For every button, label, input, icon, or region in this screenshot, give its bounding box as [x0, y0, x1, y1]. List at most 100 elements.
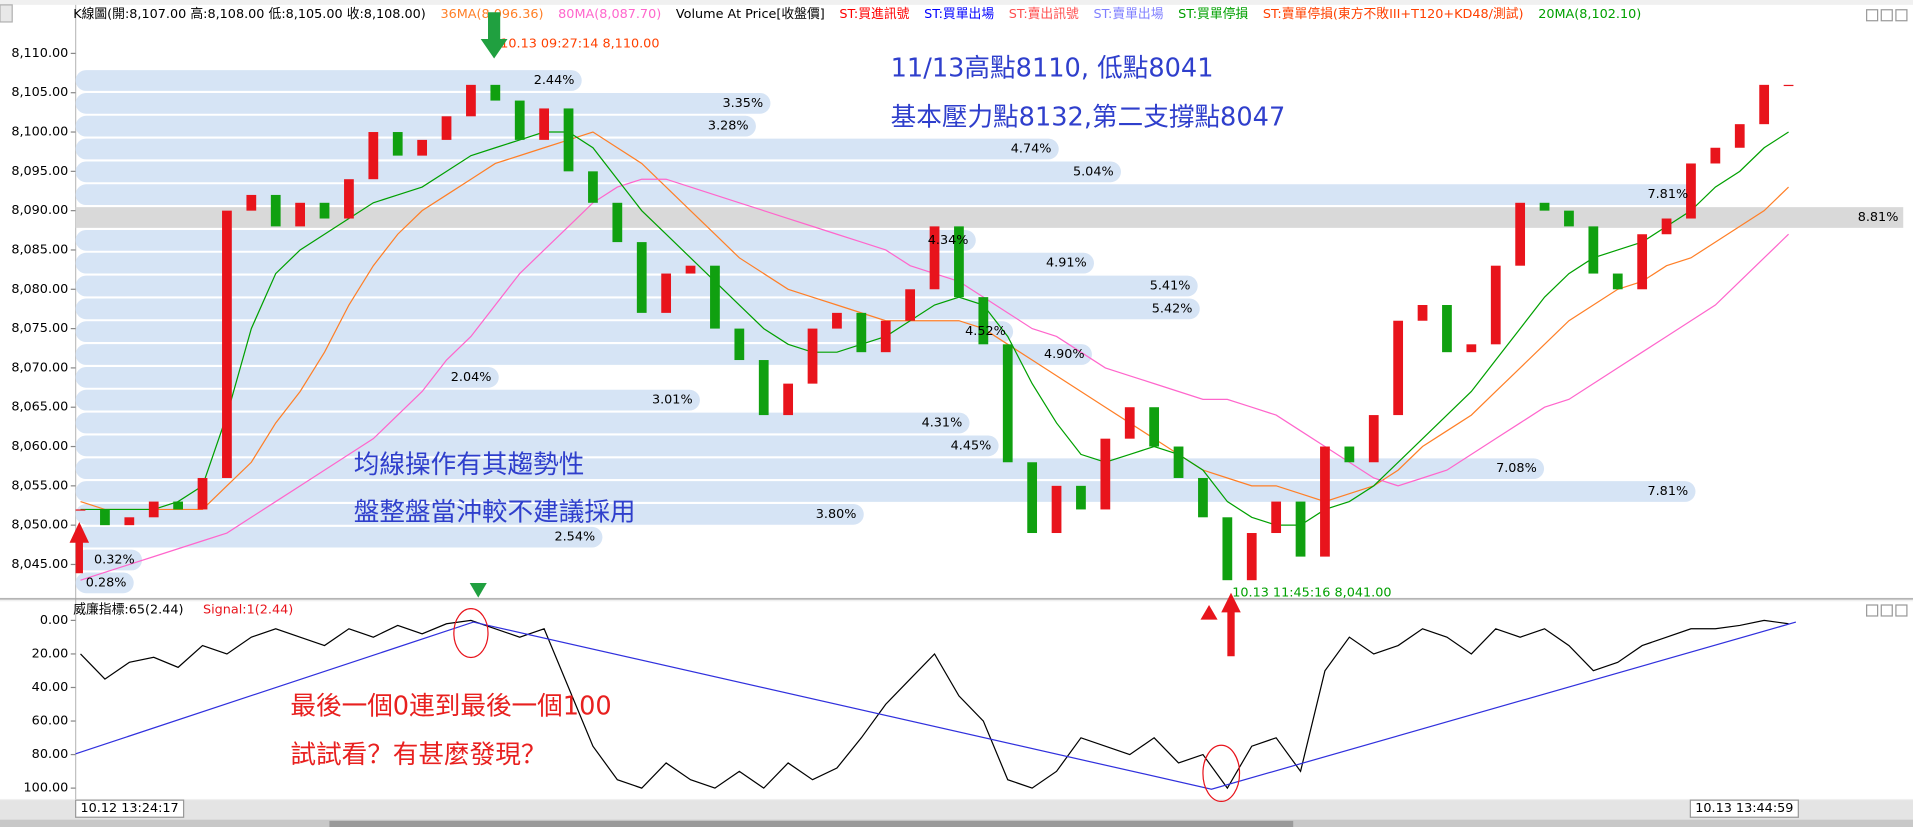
- candle: [1539, 202, 1550, 211]
- panel-button[interactable]: [1880, 604, 1893, 617]
- y-tick-label: 8,100.00: [11, 125, 68, 140]
- labels: 8,045.00 8,050.00 8,055.00 8,060.00 8,065.00…: [11, 6, 1898, 818]
- vap-label: 7.81%: [1647, 187, 1688, 202]
- candle: [1515, 202, 1526, 266]
- candle: [270, 194, 281, 227]
- vap-label: 7.08%: [1496, 461, 1537, 476]
- candle: [1246, 533, 1257, 581]
- vap-bar: [75, 207, 1904, 228]
- candle: [1759, 84, 1770, 125]
- candle: [612, 202, 623, 243]
- vap-bar: [75, 161, 1121, 183]
- y-tick-label: 8,095.00: [11, 164, 68, 179]
- y-tick-label: 8,090.00: [11, 203, 68, 218]
- vap-label: 3.35%: [722, 96, 763, 111]
- trend-line: [75, 621, 1797, 790]
- y-tick-label: 0.00: [40, 613, 69, 628]
- vap-label: 3.01%: [652, 393, 693, 408]
- time-label: 10.13 13:44:59: [1695, 801, 1793, 816]
- candle: [295, 202, 306, 227]
- legend-item: ST:賣單出場: [1093, 7, 1163, 22]
- y-tick-label: 8,045.00: [11, 557, 68, 572]
- candle: [1783, 84, 1794, 87]
- up-arrow: [69, 522, 90, 574]
- panel-button[interactable]: [1880, 9, 1893, 22]
- indicator-signal: Signal:1(2.44): [203, 602, 293, 617]
- candle: [1417, 305, 1428, 321]
- candle: [222, 210, 232, 478]
- vap-label: 4.31%: [922, 416, 963, 431]
- annotation: 11/13高點8110, 低點8041: [891, 54, 1214, 84]
- candle: [905, 289, 916, 321]
- circle-highlight: [1202, 744, 1241, 802]
- signal-triangle: [1200, 605, 1218, 620]
- legend-item: ST:賣單停損(東方不敗III+T120+KD48/測試): [1263, 6, 1524, 22]
- candle: [1320, 446, 1330, 557]
- y-tick-label: 8,070.00: [11, 360, 68, 375]
- scroll-thumb[interactable]: [329, 820, 1294, 827]
- candle: [368, 132, 379, 180]
- vap-label: 2.04%: [451, 370, 492, 385]
- vap-bar: [75, 526, 603, 548]
- candle: [1124, 407, 1135, 439]
- candle: [417, 139, 428, 156]
- candle: [100, 509, 110, 526]
- vap-label: 3.28%: [708, 119, 749, 134]
- candle: [710, 265, 720, 329]
- legend-item: K線圖(開:8,107.00 高:8,108.00 低:8,105.00 收:8…: [73, 6, 426, 22]
- candle: [246, 194, 257, 211]
- vap-label: 4.91%: [1046, 256, 1087, 271]
- ma-line: [80, 131, 1789, 511]
- y-tick-label: 8,080.00: [11, 282, 68, 297]
- vap-bar: [75, 115, 756, 137]
- indicator-line: [80, 619, 1789, 790]
- candle: [1588, 226, 1599, 274]
- candle: [1637, 234, 1648, 290]
- vap-bar: [75, 70, 582, 91]
- candle: [539, 108, 550, 140]
- panel-button[interactable]: [1866, 604, 1879, 617]
- candle: [1344, 446, 1355, 463]
- candle: [880, 320, 891, 353]
- candle: [1271, 501, 1282, 534]
- candle: [1222, 517, 1233, 581]
- panel-button[interactable]: [1895, 9, 1908, 22]
- candle: [1564, 210, 1574, 227]
- candle: [1368, 415, 1379, 463]
- panel-button[interactable]: [1866, 9, 1879, 22]
- candle: [758, 360, 769, 416]
- window-buttons: [1866, 9, 1908, 617]
- candle: [1734, 124, 1745, 148]
- legend-item: ST:賣出訊號: [1009, 7, 1079, 22]
- panel-button[interactable]: [1895, 604, 1908, 617]
- vap-label: 5.04%: [1073, 164, 1114, 179]
- vap-label: 0.32%: [94, 553, 135, 568]
- vap-label: 2.44%: [534, 73, 575, 88]
- y-tick-label: 40.00: [32, 680, 69, 695]
- annotation: 10.13 11:45:16 8,041.00: [1232, 585, 1391, 600]
- vap-label: 7.81%: [1647, 484, 1688, 499]
- candle: [1027, 462, 1038, 534]
- candle: [685, 265, 696, 274]
- vap-bar: [75, 435, 999, 457]
- candle: [490, 84, 501, 101]
- candle: [978, 297, 989, 345]
- annotation: 均線操作有其趨勢性: [354, 450, 585, 480]
- legend-item: Volume At Price[收盤價]: [676, 7, 825, 22]
- vap-bar: [75, 412, 970, 434]
- vap-bar: [75, 389, 700, 411]
- vap-label: 4.52%: [965, 324, 1006, 339]
- time-label-box: [75, 799, 185, 818]
- corner-box: [0, 4, 13, 23]
- candle: [514, 100, 525, 140]
- signal-triangle: [469, 583, 487, 598]
- candle: [124, 517, 135, 526]
- candle: [441, 116, 452, 140]
- drawings: [69, 12, 1797, 802]
- vap-label: 3.80%: [816, 507, 857, 522]
- annotation: 基本壓力點8132,第二支撐點8047: [891, 102, 1286, 132]
- indicator-panel-bg: [0, 601, 1913, 799]
- circle-highlight: [453, 608, 489, 659]
- legend-item: ST:買進訊號: [839, 7, 909, 22]
- legend-item: ST:買單出場: [924, 7, 994, 22]
